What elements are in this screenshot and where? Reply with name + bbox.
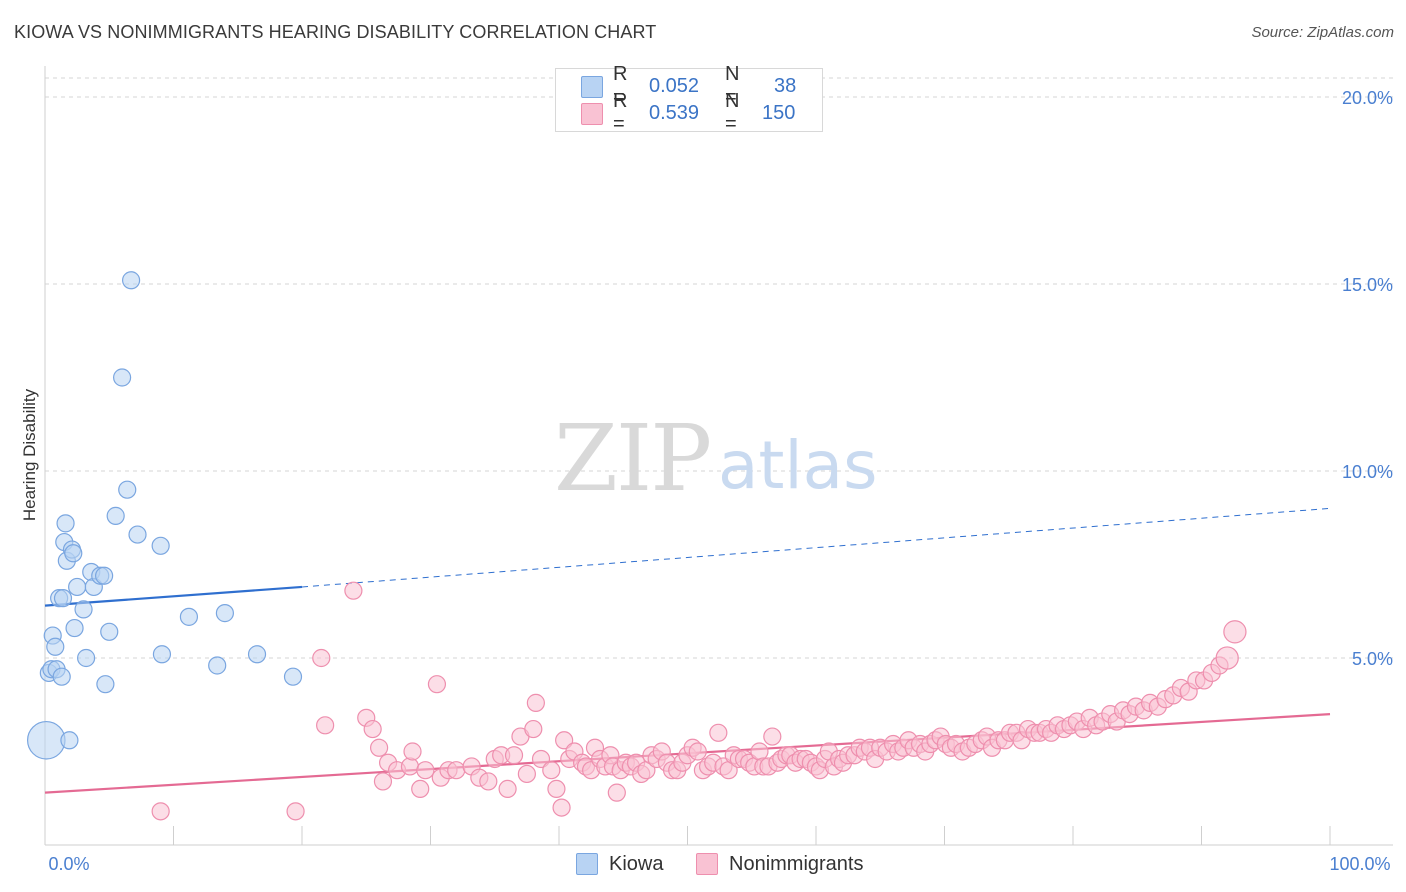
- kiowa-point: [112, 368, 132, 387]
- kiowa-point: [152, 645, 172, 664]
- kiowa-point: [128, 525, 147, 544]
- kiowa-point: [100, 622, 119, 641]
- nonimmigrants-point: [370, 738, 389, 757]
- nonimmigrants-point: [400, 757, 420, 776]
- y-tick-label: 10.0%: [1342, 462, 1393, 482]
- axes: [44, 66, 1393, 846]
- n-label: N =: [725, 90, 740, 135]
- kiowa-point: [283, 667, 303, 686]
- watermark-zip: ZIP: [554, 405, 710, 512]
- kiowa-swatch: [576, 853, 598, 875]
- nonimmigrants-point: [547, 779, 566, 799]
- kiowa-point: [60, 731, 79, 750]
- kiowa-point: [179, 607, 199, 626]
- kiowa-point: [65, 618, 84, 638]
- nonimmigrants-swatch: [696, 853, 718, 875]
- kiowa-point: [151, 536, 170, 555]
- x-tick-label: 0.0%: [48, 854, 89, 874]
- chart-title: KIOWA VS NONIMMIGRANTS HEARING DISABILIT…: [14, 22, 657, 42]
- n-value: 38: [774, 74, 797, 97]
- nonimmigrants-point: [151, 802, 170, 821]
- nonimmigrants-point: [286, 802, 305, 821]
- nonimmigrants-point: [555, 731, 574, 750]
- x-tick-label: 100.0%: [1329, 854, 1390, 874]
- y-axis-label: Hearing Disability: [20, 388, 39, 521]
- kiowa-point: [74, 600, 93, 619]
- nonimmigrants-point: [416, 761, 435, 780]
- nonimmigrants-point: [498, 779, 517, 799]
- kiowa-point: [52, 667, 71, 686]
- nonimmigrants-point: [526, 693, 545, 712]
- nonimmigrants-point: [517, 764, 536, 784]
- nonimmigrants-point: [427, 675, 447, 694]
- nonimmigrants-point: [552, 798, 571, 817]
- watermark: ZIP atlas: [554, 405, 878, 512]
- nonimmigrants-point: [363, 719, 382, 739]
- nonimmigrants-point: [1215, 646, 1239, 670]
- kiowa-point: [53, 589, 73, 608]
- nonimmigrants-point: [447, 761, 466, 780]
- nonimmigrants-point: [531, 749, 551, 769]
- data-points: [26, 271, 1247, 821]
- kiowa-point: [56, 514, 75, 533]
- kiowa-point: [64, 544, 83, 563]
- n-value: 150: [762, 101, 796, 124]
- source-credit: Source: ZipAtlas.com: [1251, 24, 1394, 41]
- nonimmigrants-point: [607, 783, 626, 802]
- kiowa-point: [106, 506, 125, 525]
- legend-item-kiowa[interactable]: Kiowa: [576, 850, 663, 878]
- nonimmigrants-point: [373, 772, 393, 791]
- nonimmigrants-point: [1223, 620, 1247, 644]
- n-label: N =: [725, 63, 740, 108]
- nonimmigrants-point: [763, 727, 782, 746]
- nonimmigrants-point: [312, 648, 331, 668]
- correlation-legend: R = 0.052 N = 38 R = 0.539 N = 150: [555, 63, 823, 135]
- kiowa-point: [121, 271, 141, 290]
- kiowa-point: [26, 720, 66, 760]
- nonimmigrants-point: [411, 779, 430, 799]
- legend-label-kiowa: Kiowa: [609, 852, 664, 875]
- nonimmigrants-swatch: [581, 103, 603, 125]
- nonimmigrants-point: [542, 761, 561, 780]
- y-tick-label: 5.0%: [1352, 649, 1393, 669]
- kiowa-point: [118, 480, 137, 499]
- nonimmigrants-point: [709, 723, 728, 742]
- y-tick-label: 15.0%: [1342, 275, 1393, 295]
- legend-label-nonimmigrants: Nonimmigrants: [729, 852, 864, 875]
- r-label: R =: [613, 90, 628, 135]
- nonimmigrants-point: [479, 772, 498, 791]
- tick-labels: 5.0% 10.0% 15.0% 20.0% 0.0% 100.0%: [48, 88, 1393, 874]
- kiowa-trend-extension: [301, 507, 1331, 588]
- nonimmigrants-point: [403, 742, 422, 761]
- kiowa-point: [215, 604, 234, 623]
- nonimmigrants-point: [750, 742, 769, 761]
- r-value: 0.052: [649, 74, 700, 97]
- kiowa-point: [46, 637, 65, 656]
- nonimmigrants-point: [344, 581, 363, 600]
- y-tick-label: 20.0%: [1342, 88, 1393, 108]
- kiowa-point: [77, 648, 96, 668]
- kiowa-point: [96, 675, 115, 694]
- r-label: R =: [613, 63, 628, 108]
- gridlines: [45, 77, 1393, 659]
- nonimmigrants-point: [504, 746, 524, 765]
- watermark-atlas: atlas: [718, 427, 878, 504]
- nonimmigrants-point: [524, 719, 543, 739]
- kiowa-point: [95, 566, 114, 585]
- kiowa-point: [68, 577, 87, 597]
- kiowa-point: [208, 656, 227, 675]
- kiowa-point: [247, 645, 267, 664]
- nonimmigrants-point: [688, 742, 707, 761]
- r-value: 0.539: [649, 101, 700, 124]
- kiowa-swatch: [581, 76, 603, 98]
- nonimmigrants-point: [316, 716, 335, 735]
- legend-item-nonimmigrants[interactable]: Nonimmigrants: [696, 850, 863, 878]
